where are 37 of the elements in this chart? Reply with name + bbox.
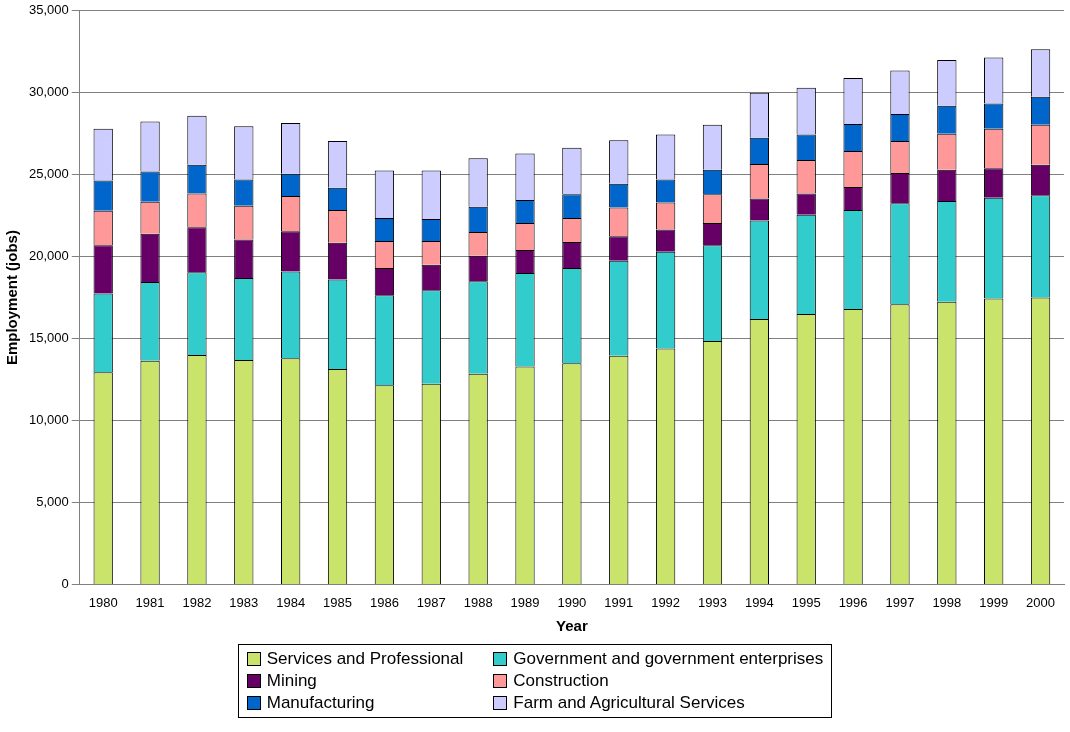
x-tick-label: 1992 [651, 594, 681, 610]
x-tick-label: 1981 [135, 594, 165, 610]
x-tick-label: 1999 [979, 594, 1009, 610]
legend-label: Services and Professional [266, 649, 464, 669]
x-axis-title: Year [556, 617, 588, 635]
legend-label: Construction [513, 671, 609, 691]
legend-label: Farm and Agricultural Services [513, 693, 745, 713]
x-tick-label: 1995 [791, 594, 821, 610]
x-tick-label: 1996 [838, 594, 868, 610]
x-tick-label: 1998 [932, 594, 962, 610]
legend-label: Government and government enterprises [513, 649, 824, 669]
x-tick-label: 1993 [698, 594, 727, 610]
x-tick-label: 1983 [229, 594, 259, 610]
y-tick-label: 5,000 [36, 494, 69, 510]
legend-label: Mining [266, 671, 317, 691]
x-tick-label: 1994 [744, 594, 774, 610]
x-tick-label: 1991 [604, 594, 634, 610]
x-tick-label: 1989 [510, 594, 540, 610]
x-tick-label: 1988 [463, 594, 493, 610]
y-tick-label: 15,000 [29, 330, 69, 346]
y-tick-label: 20,000 [29, 248, 69, 264]
y-tick-label: 25,000 [29, 166, 69, 182]
x-tick-label: 1997 [885, 594, 915, 610]
x-tick-label: 1987 [416, 594, 446, 610]
y-tick-label: 10,000 [29, 412, 69, 428]
y-tick-label: 30,000 [29, 84, 69, 100]
x-tick-label: 1980 [88, 594, 118, 610]
x-tick-label: 1985 [323, 594, 352, 610]
y-axis-title: Employment (jobs) [3, 230, 21, 366]
x-tick-label: 2000 [1026, 594, 1056, 610]
x-tick-label: 1990 [557, 594, 587, 610]
x-tick-label: 1984 [276, 594, 306, 610]
y-tick-label: 35,000 [29, 2, 69, 18]
y-tick-label: 0 [61, 575, 69, 591]
legend-label: Manufacturing [266, 693, 375, 713]
x-tick-label: 1986 [369, 594, 399, 610]
x-tick-label: 1982 [182, 594, 212, 610]
